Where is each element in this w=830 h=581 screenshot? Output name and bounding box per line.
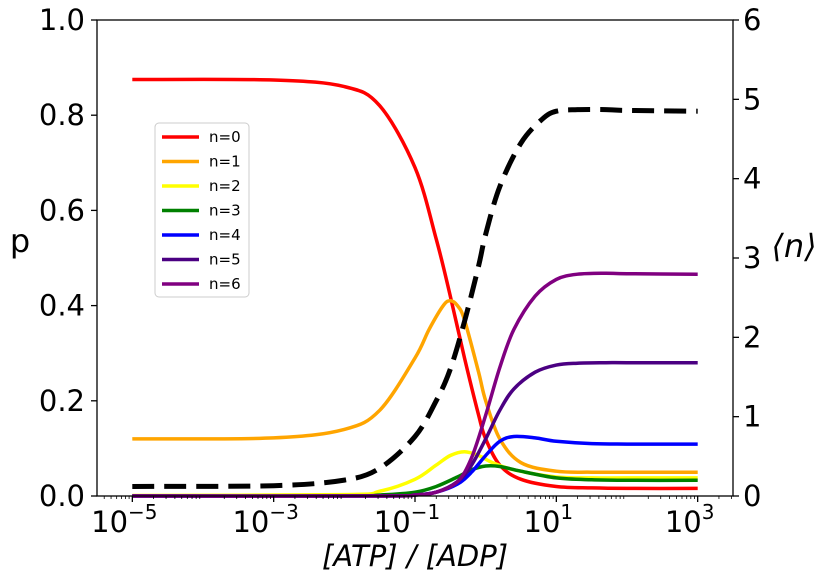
y-left-tick-label: 0.0: [39, 479, 85, 513]
y-left-tick-label: 0.2: [39, 384, 85, 418]
x-tick-label: 101: [524, 500, 574, 539]
x-axis-ticks: 10−5 10−3 10−1 101 103: [91, 496, 732, 539]
legend-label: n=4: [209, 226, 241, 244]
x-tick-label: 10−1: [374, 500, 440, 539]
y-right-tick-label: 1: [743, 400, 761, 434]
y-right-tick-label: 3: [743, 241, 761, 275]
legend: n=0 n=1 n=2 n=3 n=4 n=5 n=6: [154, 122, 250, 298]
y-right-tick-label: 0: [743, 479, 761, 513]
y-left-tick-label: 0.8: [39, 98, 85, 132]
series-line-n2: [132, 449, 698, 498]
x-tick-label: 10−5: [91, 500, 157, 539]
y-axis-left-label: p: [10, 222, 30, 260]
y-left-tick-label: 0.6: [39, 193, 85, 227]
series-line-mean-n: [132, 106, 698, 489]
x-tick-label: 10−3: [232, 500, 298, 539]
legend-label: n=1: [209, 153, 241, 171]
y-right-tick-label: 6: [743, 3, 761, 37]
legend-label: n=5: [209, 251, 241, 269]
legend-label: n=2: [209, 177, 241, 195]
y-right-tick-label: 5: [743, 82, 761, 116]
y-left-tick-label: 1.0: [39, 3, 85, 37]
legend-label: n=6: [209, 275, 241, 293]
y-axis-right-label: ⟨n⟩: [771, 227, 816, 265]
series-line-n0: [132, 77, 698, 491]
y-right-tick-label: 2: [743, 320, 761, 354]
y-axis-right-ticks: 0 1 2 3 4 5 6: [733, 3, 761, 513]
legend-label: n=0: [209, 128, 241, 146]
series-line-n1: [132, 299, 698, 475]
y-axis-left-ticks: 0.0 0.2 0.4 0.6 0.8 1.0: [39, 3, 97, 513]
legend-frame: [154, 122, 250, 298]
y-left-tick-label: 0.4: [39, 289, 85, 323]
y-right-tick-label: 4: [743, 162, 761, 196]
legend-label: n=3: [209, 202, 241, 220]
x-tick-label: 103: [665, 500, 715, 539]
x-axis-label: [ATP] / [ADP]: [322, 539, 508, 573]
